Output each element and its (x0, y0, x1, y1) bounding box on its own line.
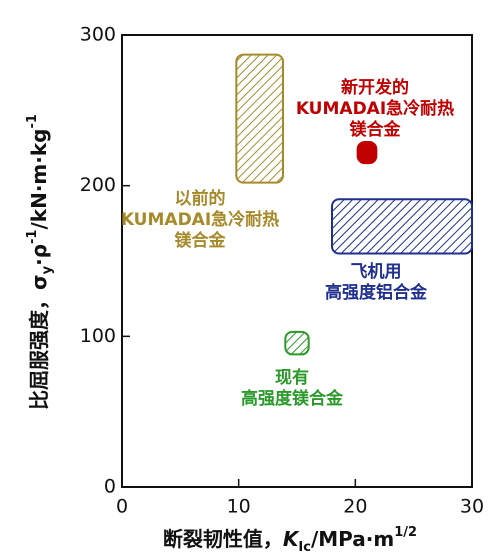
axis-label-part: 比屈服强度，σ (27, 274, 51, 410)
axis-label-part: Ic (298, 540, 311, 555)
x-axis-label: 断裂韧性值，KIc/MPa·m1/2 (163, 525, 417, 555)
region-label: 镁合金 (175, 230, 227, 251)
region (356, 140, 378, 165)
y-tick-label: 0 (104, 476, 116, 498)
region-label: 以前的 (175, 188, 226, 209)
x-tick-label: 20 (343, 496, 367, 518)
region-label: 镁合金 (350, 119, 402, 140)
axis-label-part: /kN·m·kg (27, 129, 51, 230)
region-label: 新开发的 (341, 77, 409, 98)
region-label: KUMADAI急冷耐热 (296, 98, 454, 119)
region (331, 198, 473, 255)
region (235, 53, 284, 184)
x-tick-label: 30 (460, 496, 484, 518)
y-tick-label: 200 (80, 174, 116, 196)
plot-frame (121, 34, 473, 488)
axis-label-part: 1/2 (394, 525, 417, 540)
region-label: 飞机用 (351, 261, 402, 282)
y-tick-label: 300 (80, 24, 116, 46)
axis-label-part: -1 (25, 114, 40, 128)
axis-label-part: /MPa·m (311, 527, 394, 551)
axis-label-part: y (40, 265, 55, 274)
y-tick-label: 100 (80, 325, 116, 347)
y-axis-label: 比屈服强度，σy·ρ-1/kN·m·kg-1 (25, 114, 55, 410)
region-label: 高强度铝合金 (325, 282, 428, 303)
region (284, 330, 310, 356)
axis-label-part: ·ρ (27, 244, 51, 266)
axis-label-part: -1 (25, 230, 40, 244)
region-label: 现有 (275, 367, 309, 388)
x-tick-label: 10 (227, 496, 251, 518)
axis-label-part: 断裂韧性值， (163, 527, 283, 551)
region-label: 高强度镁合金 (241, 388, 344, 409)
axis-label-part: K (283, 527, 300, 551)
region-label: KUMADAI急冷耐热 (121, 209, 279, 230)
x-tick-label: 0 (116, 496, 128, 518)
